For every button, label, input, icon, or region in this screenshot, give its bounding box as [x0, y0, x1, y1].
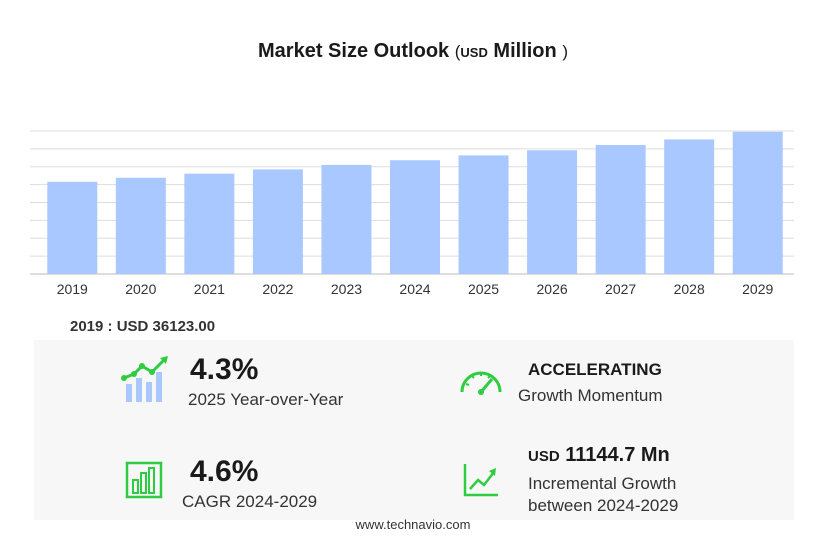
bar-2025: [458, 155, 509, 274]
bar-2023: [321, 164, 372, 274]
momentum-label: Growth Momentum: [518, 386, 663, 405]
x-tick-label-2020: 2020: [125, 281, 156, 297]
x-tick-label-2023: 2023: [331, 281, 362, 297]
cagr-label: CAGR 2024-2029: [182, 492, 318, 511]
x-tick-label-2029: 2029: [742, 281, 773, 297]
base-year-value: 2019 : USD 36123.00: [70, 318, 216, 335]
chart-growth-icon: [121, 356, 168, 402]
cagr-value: 4.6%: [190, 455, 259, 488]
x-tick-label-2025: 2025: [468, 281, 499, 297]
bar-2029: [732, 131, 783, 274]
bar-2020: [115, 177, 166, 274]
bar-2028: [664, 139, 715, 274]
title-unit-open: (: [454, 42, 461, 61]
x-tick-label-2028: 2028: [674, 281, 705, 297]
yoy-value: 4.3%: [190, 353, 259, 386]
x-tick-label-2021: 2021: [194, 281, 225, 297]
incremental-label-line1: Incremental Growth: [528, 474, 677, 493]
bar-2021: [184, 173, 235, 274]
trend-line-icon: [463, 464, 498, 497]
bar-chart: 2019 2020 2021 2022 2023 2024 2025 2026 2027 2028…: [30, 130, 794, 297]
x-tick-label-2026: 2026: [537, 281, 568, 297]
momentum-value: ACCELERATING: [528, 360, 662, 379]
bar-2027: [595, 144, 646, 274]
x-tick-label-2022: 2022: [262, 281, 293, 297]
bar-2026: [527, 150, 578, 274]
incremental-currency: USD: [528, 448, 560, 465]
x-tick-label-2024: 2024: [399, 281, 430, 297]
bar-chart-icon: [125, 461, 163, 499]
x-tick-label-2019: 2019: [57, 281, 88, 297]
source-footer: www.technavio.com: [355, 517, 471, 532]
title-unit-currency: USD: [460, 45, 488, 60]
bar-2019: [47, 181, 98, 274]
incremental-value: USD 11144.7 Mn: [528, 444, 670, 467]
title-main: Market Size Outlook: [258, 40, 450, 62]
x-tick-label-2027: 2027: [605, 281, 636, 297]
speedometer-icon: [460, 371, 502, 395]
incremental-label-line2: between 2024-2029: [528, 496, 679, 515]
chart-title: Market Size Outlook (USD Million ): [0, 40, 826, 63]
bar-2022: [252, 169, 303, 274]
title-unit-close: ): [562, 42, 568, 61]
yoy-label: 2025 Year-over-Year: [188, 390, 344, 409]
title-unit-scale: Million: [493, 40, 557, 62]
bar-2024: [390, 160, 440, 274]
incremental-amount: 11144.7 Mn: [565, 444, 670, 466]
